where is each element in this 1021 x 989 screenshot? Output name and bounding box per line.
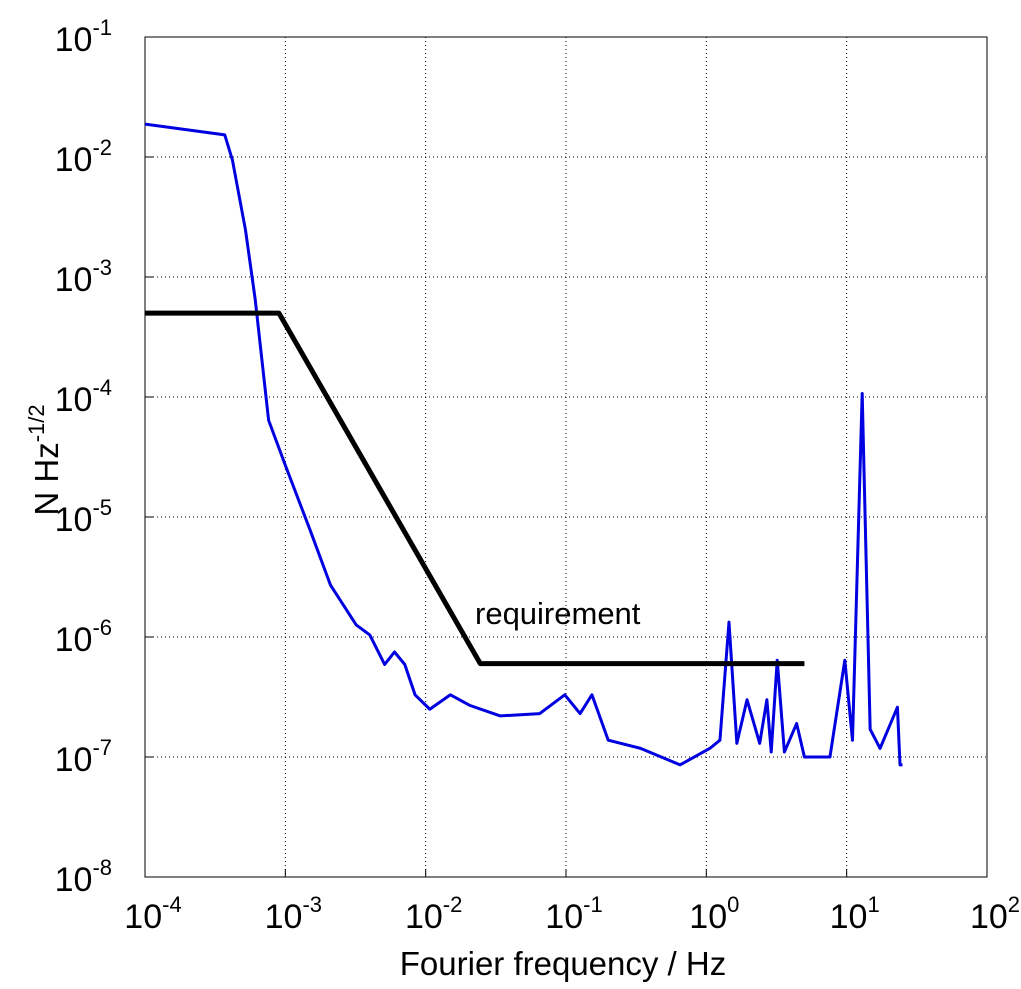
y-tick-label-base: 10: [55, 861, 93, 899]
y-axis-label: N Hz-1/2: [24, 404, 65, 515]
x-tick-label-base: 10: [545, 898, 583, 936]
y-tick-label-base: 10: [55, 21, 93, 59]
y-tick-label-exponent: -6: [92, 615, 112, 640]
x-tick-label-exponent: 2: [1008, 892, 1020, 917]
y-tick-label-base: 10: [55, 621, 93, 659]
y-tick-label: 10-8: [55, 855, 112, 899]
y-tick-label-exponent: -2: [92, 135, 112, 160]
x-axis-label: Fourier frequency / Hz: [400, 945, 726, 982]
x-tick-label: 10-1: [545, 892, 602, 936]
y-tick-label-base: 10: [55, 501, 93, 539]
x-tick-label-base: 10: [265, 898, 303, 936]
y-tick-label-exponent: -4: [92, 375, 112, 400]
y-tick-label: 10-1: [55, 15, 112, 59]
y-tick-label: 10-3: [55, 255, 112, 299]
annotation: requirement: [475, 596, 641, 631]
x-tick-label-exponent: -4: [162, 892, 182, 917]
y-tick-label: 10-4: [55, 375, 112, 419]
y-tick-label: 10-2: [55, 135, 112, 179]
x-tick-label-base: 10: [405, 898, 443, 936]
y-tick-label: 10-6: [55, 615, 112, 659]
x-tick-label-exponent: 1: [867, 892, 879, 917]
y-tick-label-exponent: -3: [92, 255, 112, 280]
plot-frame: [144, 36, 988, 878]
y-tick-label-exponent: -1: [92, 15, 112, 40]
y-tick-label-base: 10: [55, 261, 93, 299]
series-line: [145, 310, 805, 667]
y-label-exponent: -1/2: [24, 404, 49, 442]
x-tick-label: 100: [689, 892, 739, 936]
y-tick-label-exponent: -7: [92, 735, 112, 760]
y-tick-label: 10-5: [55, 495, 112, 539]
y-tick-label-exponent: -8: [92, 855, 112, 880]
x-tick-label: 10-4: [124, 892, 181, 936]
x-tick-label-exponent: -2: [443, 892, 463, 917]
x-tick-label-exponent: 0: [727, 892, 739, 917]
x-tick-label: 10-3: [265, 892, 322, 936]
x-tick-label-exponent: -1: [583, 892, 603, 917]
x-tick-label: 101: [830, 892, 880, 936]
x-tick-label-base: 10: [970, 898, 1008, 936]
y-tick-label-base: 10: [55, 141, 93, 179]
x-tick-label-exponent: -3: [302, 892, 322, 917]
y-tick-label-base: 10: [55, 741, 93, 779]
x-tick-label: 102: [970, 892, 1020, 936]
y-label-text: N Hz: [28, 442, 65, 515]
x-tick-label-base: 10: [689, 898, 727, 936]
series-line: [144, 122, 903, 767]
y-tick-label-base: 10: [55, 381, 93, 419]
x-tick-label: 10-2: [405, 892, 462, 936]
y-tick-label: 10-7: [55, 735, 112, 779]
x-tick-label-base: 10: [830, 898, 868, 936]
y-tick-label-exponent: -5: [92, 495, 112, 520]
x-tick-label-base: 10: [124, 898, 162, 936]
